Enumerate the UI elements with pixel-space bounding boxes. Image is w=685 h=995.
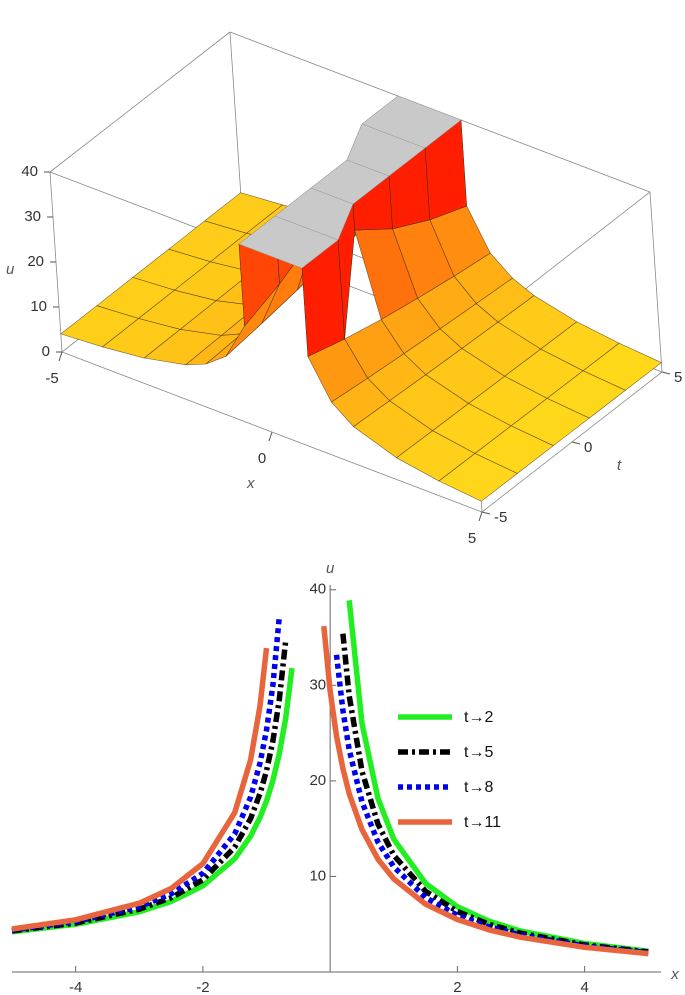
x-tick-label: -2 <box>196 979 209 995</box>
y-tick-label: 30 <box>309 676 326 693</box>
surface-patch <box>438 453 518 502</box>
x-axis-label: x <box>246 475 255 492</box>
z-tick-label: 0 <box>42 343 50 360</box>
t-tick-label: 5 <box>674 369 682 386</box>
x-tick <box>268 431 273 442</box>
z-tick-label: 10 <box>30 298 47 315</box>
y-tick-label: 40 <box>309 581 326 598</box>
z-tick-label: 30 <box>24 208 41 225</box>
x-tick-label: -5 <box>45 370 58 387</box>
x-tick-label: 2 <box>453 979 461 995</box>
z-axis-label: u <box>6 261 15 278</box>
legend-label: t→8 <box>464 779 493 796</box>
t-axis-label: t <box>617 457 622 474</box>
t-tick-label: -5 <box>494 509 507 526</box>
x-tick-label: -4 <box>69 979 82 995</box>
t-tick <box>661 371 671 375</box>
series-line <box>11 617 282 933</box>
series-line <box>346 600 649 954</box>
t-tick <box>481 511 491 515</box>
y-tick-label: 20 <box>309 772 326 789</box>
legend-label: t→5 <box>464 744 493 761</box>
box-edge <box>229 31 243 213</box>
x-tick-label: 0 <box>258 450 266 467</box>
series-line <box>321 625 649 957</box>
x-tick <box>478 511 483 522</box>
series-line <box>11 647 270 932</box>
t-tick-label: 0 <box>584 439 592 456</box>
box-edge <box>649 191 663 373</box>
y-axis-label: u <box>326 560 335 577</box>
box-edge <box>49 31 231 173</box>
series-line <box>340 633 649 955</box>
legend-label: t→2 <box>464 709 493 726</box>
x-tick-label: 4 <box>580 979 588 995</box>
x-axis-label: x <box>670 966 679 983</box>
z-tick-label: 20 <box>27 253 44 270</box>
z-tick-label: 40 <box>21 163 38 180</box>
y-tick-label: 10 <box>309 867 326 884</box>
clip-plateau <box>238 215 339 269</box>
series-line <box>333 654 649 956</box>
series-line <box>11 641 289 934</box>
x-tick-label: 5 <box>468 530 476 547</box>
x-tick <box>58 351 63 362</box>
t-tick <box>571 441 581 445</box>
legend-label: t→11 <box>464 814 501 831</box>
